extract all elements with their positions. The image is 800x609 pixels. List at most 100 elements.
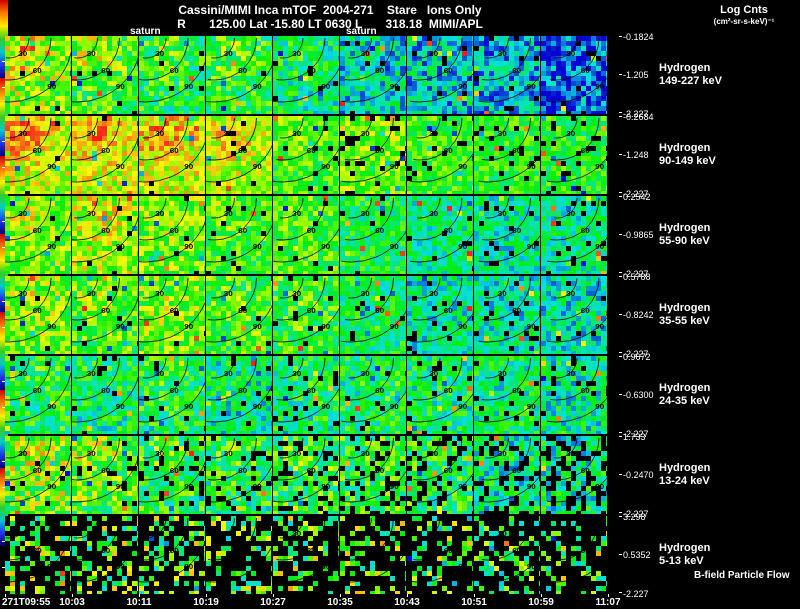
colorbar-tick <box>619 394 622 395</box>
heatmap-panel <box>72 116 138 194</box>
heatmap-panel <box>541 436 607 514</box>
heatmap-panel <box>273 516 339 594</box>
y-axis-tick <box>2 221 5 222</box>
y-axis-tick <box>2 141 5 142</box>
heatmap-panel <box>474 36 540 114</box>
colorbar <box>0 390 8 468</box>
log-cnts-units-label: (cm²-sr-s-keV)⁻¹ <box>713 17 775 26</box>
y-axis-tick <box>2 167 5 168</box>
colorbar-mid-label: -0.2470 <box>623 470 654 480</box>
colorbar-max-label: 0.5788 <box>623 272 651 282</box>
bfield-particle-flow-label: B-field Particle Flow <box>694 570 790 581</box>
heatmap-panel <box>541 356 607 434</box>
colorbar-units-block: Log Cnts (cm²-sr-s-keV)⁻¹ <box>690 4 798 28</box>
band-energy-range-label: 149-227 keV <box>659 75 722 87</box>
time-tick-label: 271T09:55 <box>2 597 51 608</box>
colorbar-tick <box>619 512 622 513</box>
colorbar-mid-label: -0.9865 <box>623 230 654 240</box>
band-energy-range-label: 5-13 keV <box>659 555 704 567</box>
heatmap-panel <box>340 436 406 514</box>
heatmap-panel <box>407 436 473 514</box>
time-axis-tick <box>139 594 140 597</box>
colorbar-mid-label: 0.5352 <box>623 550 651 560</box>
row-energy-label: Hydrogen 90-149 keV <box>659 142 716 168</box>
heatmap-panel <box>407 116 473 194</box>
heatmap-panel <box>273 36 339 114</box>
heatmap-panel <box>72 516 138 594</box>
heatmap-panel <box>206 116 272 194</box>
band-species-label: Hydrogen <box>659 62 711 74</box>
y-axis-tick <box>2 461 5 462</box>
colorbar-max-label: 0.2542 <box>623 192 651 202</box>
band-species-label: Hydrogen <box>659 142 711 154</box>
time-axis-tick <box>5 594 6 597</box>
colorbar-max-label: 3.298 <box>623 512 646 522</box>
heatmap-panel <box>139 116 205 194</box>
colorbar-mid-label: -0.8242 <box>623 310 654 320</box>
colorbar-mid-label: -1.205 <box>623 70 649 80</box>
heatmap-panel <box>72 276 138 354</box>
colorbar-tick <box>619 314 622 315</box>
colorbar-min-label: -2.227 <box>623 509 649 519</box>
time-axis-tick <box>608 594 609 597</box>
saturn-label-2: saturn <box>346 26 377 37</box>
colorbar-tick <box>619 474 622 475</box>
time-axis-tick <box>72 594 73 597</box>
row-energy-label: Hydrogen 13-24 keV <box>659 462 710 488</box>
band-species-label: Hydrogen <box>659 382 711 394</box>
colorbar <box>0 468 8 546</box>
colorbar-tick <box>619 196 622 197</box>
colorbar-min-label: -2.227 <box>623 349 649 359</box>
heatmap-panel <box>206 276 272 354</box>
colorbar-mid-label: -1.248 <box>623 150 649 160</box>
heatmap-panel <box>139 436 205 514</box>
colorbar-tick <box>619 74 622 75</box>
time-tick-label: 10:03 <box>59 597 85 608</box>
heatmap-panel <box>5 436 71 514</box>
heatmap-panel <box>72 356 138 434</box>
heatmap-panel <box>273 196 339 274</box>
colorbar-tick <box>619 154 622 155</box>
y-axis-tick <box>2 301 5 302</box>
heatmap-panel <box>340 276 406 354</box>
time-axis-tick <box>541 594 542 597</box>
heatmap-panel <box>139 196 205 274</box>
heatmap-panel <box>340 36 406 114</box>
colorbar <box>0 78 8 156</box>
heatmap-panel <box>474 116 540 194</box>
colorbar-min-label: -2.227 <box>623 429 649 439</box>
colorbar-tick <box>619 272 622 273</box>
colorbar-max-label: -0.1824 <box>623 32 654 42</box>
header-geometry-line: R 125.00 Lat -15.80 LT 0630 L 318.18 MIM… <box>177 17 483 31</box>
heatmap-panel <box>407 196 473 274</box>
band-energy-range-label: 55-90 keV <box>659 235 710 247</box>
heatmap-panel <box>273 356 339 434</box>
y-axis-tick <box>2 247 5 248</box>
y-axis-tick <box>2 407 5 408</box>
heatmap-panel <box>5 196 71 274</box>
colorbar-mid-label: -0.6300 <box>623 390 654 400</box>
heatmap-panel <box>407 356 473 434</box>
heatmap-panel <box>340 116 406 194</box>
heatmap-panel <box>72 196 138 274</box>
y-axis-tick <box>2 61 5 62</box>
time-axis-tick <box>273 594 274 597</box>
colorbar-tick <box>619 116 622 117</box>
band-energy-range-label: 90-149 keV <box>659 155 716 167</box>
heatmap-panel <box>139 356 205 434</box>
band-energy-range-label: 35-55 keV <box>659 315 710 327</box>
heatmap-panel <box>474 516 540 594</box>
band-energy-range-label: 24-35 keV <box>659 395 710 407</box>
heatmap-panel <box>206 196 272 274</box>
heatmap-panel <box>139 276 205 354</box>
heatmap-panel <box>474 276 540 354</box>
heatmap-panel <box>206 36 272 114</box>
colorbar-tick <box>619 432 622 433</box>
colorbar-min-label: -2.227 <box>623 189 649 199</box>
y-axis-tick <box>2 567 5 568</box>
time-tick-label: 10:35 <box>327 597 353 608</box>
colorbar-tick <box>619 436 622 437</box>
row-energy-label: Hydrogen 24-35 keV <box>659 382 710 408</box>
heatmap-panel <box>5 356 71 434</box>
band-species-label: Hydrogen <box>659 462 711 474</box>
